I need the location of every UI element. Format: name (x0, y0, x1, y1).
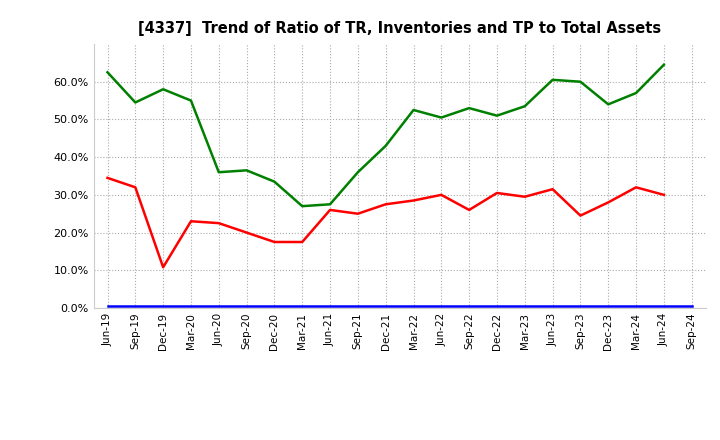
Trade Receivables (325, 207, 334, 213)
Trade Payables (521, 103, 529, 109)
Inventories (492, 304, 501, 309)
Inventories (186, 304, 195, 309)
Trade Payables (354, 169, 362, 175)
Inventories (270, 304, 279, 309)
Trade Receivables (604, 200, 613, 205)
Trade Receivables (242, 230, 251, 235)
Trade Receivables (549, 187, 557, 192)
Trade Receivables (521, 194, 529, 199)
Trade Payables (242, 168, 251, 173)
Trade Receivables (409, 198, 418, 203)
Trade Receivables (159, 264, 168, 270)
Inventories (631, 304, 640, 309)
Trade Payables (576, 79, 585, 84)
Trade Receivables (186, 219, 195, 224)
Trade Payables (159, 87, 168, 92)
Inventories (242, 304, 251, 309)
Inventories (437, 304, 446, 309)
Line: Trade Receivables: Trade Receivables (107, 178, 664, 267)
Line: Trade Payables: Trade Payables (107, 65, 664, 206)
Trade Payables (660, 62, 668, 67)
Inventories (382, 304, 390, 309)
Inventories (159, 304, 168, 309)
Inventories (354, 304, 362, 309)
Trade Payables (186, 98, 195, 103)
Trade Receivables (382, 202, 390, 207)
Trade Receivables (576, 213, 585, 218)
Trade Payables (131, 100, 140, 105)
Inventories (465, 304, 474, 309)
Inventories (549, 304, 557, 309)
Trade Receivables (631, 185, 640, 190)
Trade Payables (604, 102, 613, 107)
Inventories (298, 304, 307, 309)
Trade Payables (437, 115, 446, 120)
Trade Receivables (660, 192, 668, 198)
Trade Payables (409, 107, 418, 113)
Inventories (604, 304, 613, 309)
Trade Receivables (270, 239, 279, 245)
Trade Receivables (215, 220, 223, 226)
Trade Receivables (492, 191, 501, 196)
Trade Payables (270, 179, 279, 184)
Title: [4337]  Trend of Ratio of TR, Inventories and TP to Total Assets: [4337] Trend of Ratio of TR, Inventories… (138, 21, 661, 36)
Trade Payables (549, 77, 557, 82)
Inventories (688, 304, 696, 309)
Inventories (103, 304, 112, 309)
Trade Payables (103, 70, 112, 75)
Trade Receivables (298, 239, 307, 245)
Trade Payables (298, 204, 307, 209)
Trade Payables (631, 90, 640, 95)
Trade Receivables (465, 207, 474, 213)
Inventories (521, 304, 529, 309)
Trade Payables (382, 143, 390, 148)
Trade Receivables (437, 192, 446, 198)
Trade Receivables (103, 175, 112, 180)
Inventories (325, 304, 334, 309)
Trade Payables (325, 202, 334, 207)
Inventories (131, 304, 140, 309)
Trade Receivables (131, 185, 140, 190)
Trade Payables (215, 169, 223, 175)
Trade Receivables (354, 211, 362, 216)
Trade Payables (492, 113, 501, 118)
Inventories (215, 304, 223, 309)
Inventories (660, 304, 668, 309)
Inventories (576, 304, 585, 309)
Inventories (409, 304, 418, 309)
Trade Payables (465, 106, 474, 111)
